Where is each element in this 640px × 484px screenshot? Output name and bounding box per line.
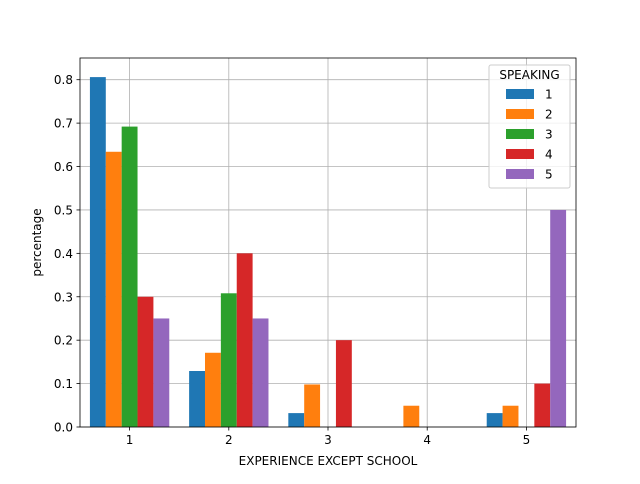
x-tick-label: 3	[324, 433, 332, 447]
legend-label-4: 4	[545, 148, 553, 162]
x-tick-label: 5	[523, 433, 531, 447]
y-tick-label: 0.2	[54, 334, 73, 348]
legend-swatch-4	[506, 149, 534, 159]
y-tick-label: 0.0	[54, 421, 73, 435]
bar-series-2-cat-3	[304, 384, 321, 427]
y-tick-label: 0.3	[54, 290, 73, 304]
bar-series-5-cat-1	[153, 318, 170, 427]
y-tick-label: 0.7	[54, 117, 73, 131]
bar-series-5-cat-2	[252, 318, 269, 427]
bar-series-1-cat-1	[89, 77, 106, 428]
bar-series-3-cat-1	[121, 126, 138, 428]
bar-series-5-cat-5	[550, 209, 567, 427]
x-tick-label: 4	[423, 433, 431, 447]
bar-series-3-cat-2	[220, 293, 237, 427]
x-tick-label: 2	[225, 433, 233, 447]
y-tick-label: 0.1	[54, 377, 73, 391]
x-axis-label: EXPERIENCE EXCEPT SCHOOL	[239, 454, 418, 468]
y-tick-label: 0.5	[54, 203, 73, 217]
y-axis-label: percentage	[30, 208, 44, 276]
bar-series-2-cat-4	[403, 405, 420, 427]
legend-swatch-2	[506, 109, 534, 119]
legend-items: 1 2 3 4 5	[506, 88, 553, 182]
bar-series-1-cat-3	[288, 413, 305, 427]
legend-label-3: 3	[545, 128, 553, 142]
bar-series-2-cat-1	[105, 151, 122, 427]
bar-series-2-cat-2	[204, 352, 221, 427]
legend-swatch-5	[506, 169, 534, 179]
legend-swatch-1	[506, 89, 534, 99]
bar-series-4-cat-3	[335, 340, 352, 427]
y-tick-label: 0.4	[54, 247, 73, 261]
bar-series-2-cat-5	[502, 405, 519, 427]
legend: SPEAKING 1 2 3 4 5	[488, 64, 571, 189]
legend-label-1: 1	[545, 88, 553, 102]
legend-label-2: 2	[545, 108, 553, 122]
legend-label-5: 5	[545, 168, 553, 182]
bar-series-4-cat-2	[236, 253, 253, 427]
x-tick-label: 1	[126, 433, 134, 447]
bar-series-1-cat-5	[486, 413, 503, 427]
legend-title: SPEAKING	[499, 68, 559, 82]
bars	[89, 77, 567, 428]
y-tick-label: 0.8	[54, 73, 73, 87]
bar-series-4-cat-5	[534, 383, 551, 427]
bar-series-4-cat-1	[137, 296, 154, 427]
x-axis-ticks: 1 2 3 4 5	[126, 427, 530, 447]
y-tick-label: 0.6	[54, 160, 73, 174]
legend-swatch-3	[506, 129, 534, 139]
y-axis-ticks: 0.0 0.1 0.2 0.3 0.4 0.5 0.6 0.7 0.8	[54, 73, 80, 435]
bar-series-1-cat-2	[189, 370, 205, 427]
